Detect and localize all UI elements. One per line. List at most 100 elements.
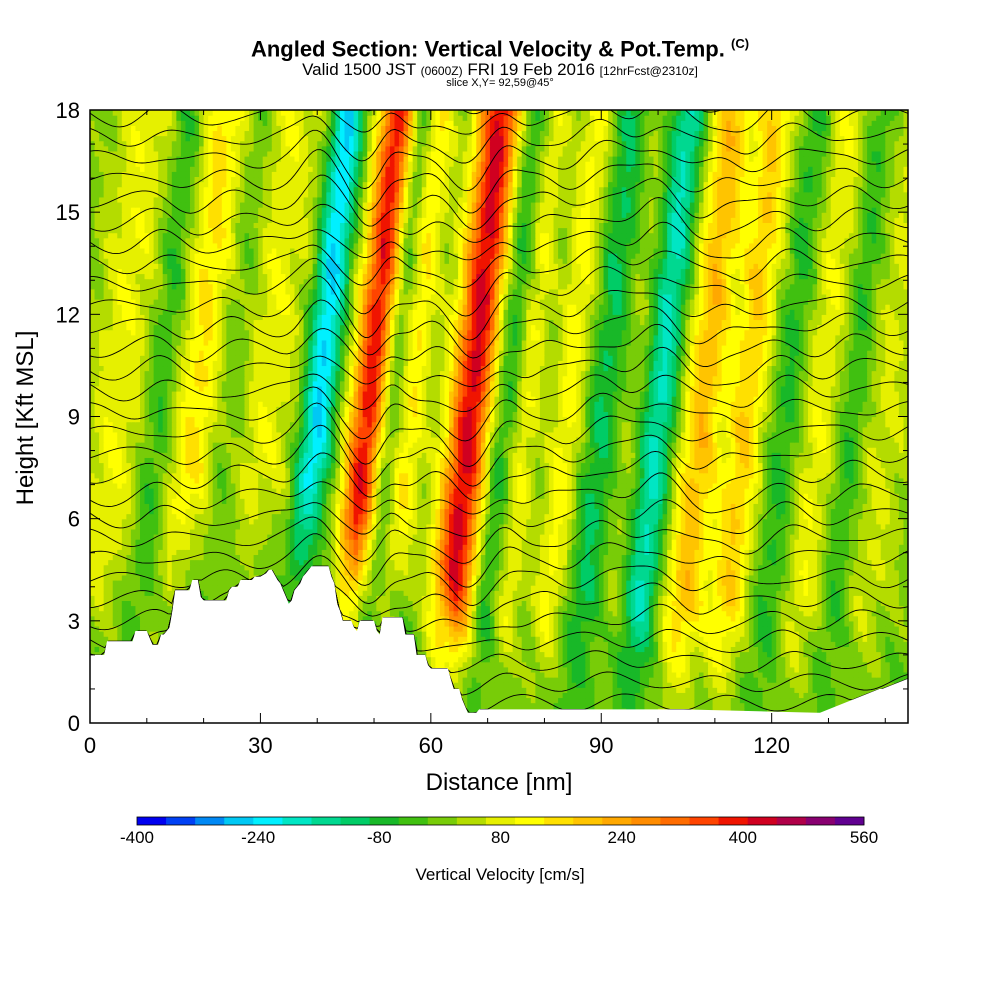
field-cell <box>594 625 600 632</box>
field-cell <box>149 579 155 586</box>
field-cell <box>544 636 550 642</box>
field-cell <box>617 682 623 688</box>
field-cell <box>762 702 768 709</box>
field-cell <box>894 595 900 601</box>
field-cell <box>517 620 523 627</box>
field-cell <box>435 595 441 601</box>
field-cell <box>703 620 709 627</box>
field-cell <box>667 646 673 653</box>
field-cell <box>621 666 627 673</box>
field-cell <box>689 671 696 678</box>
field-cell <box>426 595 432 601</box>
field-cell <box>112 600 118 607</box>
field-cell <box>367 590 373 596</box>
field-cell <box>385 590 391 596</box>
field-cell <box>744 585 750 591</box>
field-cell <box>621 687 627 693</box>
field-cell <box>594 697 600 704</box>
field-cell <box>489 605 496 612</box>
field-cell <box>767 615 773 622</box>
field-cell <box>544 682 550 688</box>
field-cell <box>621 677 627 683</box>
field-cell <box>526 605 532 612</box>
field-cell <box>553 600 559 607</box>
field-cell <box>721 661 727 668</box>
field-cell <box>676 677 682 683</box>
field-cell <box>726 651 732 658</box>
field-cell <box>512 590 518 596</box>
field-cell <box>94 590 100 596</box>
field-cell <box>894 671 900 678</box>
field-cell <box>798 671 805 678</box>
field-cell <box>589 702 596 709</box>
field-cell <box>639 590 646 596</box>
field-cell <box>467 590 473 596</box>
field-cell <box>430 631 436 637</box>
field-cell <box>762 610 768 617</box>
field-cell <box>603 585 609 591</box>
field-cell <box>703 677 709 683</box>
field-cell <box>726 661 732 668</box>
field-cell <box>539 656 546 663</box>
field-cell <box>676 585 682 591</box>
field-cell <box>103 636 109 642</box>
field-cell <box>867 677 873 683</box>
field-cell <box>580 585 586 591</box>
field-cell <box>526 631 532 637</box>
field-cell <box>835 646 841 653</box>
field-cell <box>748 697 755 704</box>
field-cell <box>744 661 750 668</box>
field-cell <box>703 687 709 693</box>
field-cell <box>876 656 882 663</box>
field-cell <box>439 595 446 601</box>
field-cell <box>658 625 664 632</box>
field-cell <box>112 579 118 586</box>
field-cell <box>558 605 564 612</box>
field-cell <box>730 707 736 714</box>
field-cell <box>480 600 486 607</box>
field-cell <box>794 707 800 714</box>
field-cell <box>499 671 505 678</box>
field-cell <box>698 671 705 678</box>
field-cell <box>512 702 518 709</box>
field-cell <box>794 661 800 668</box>
field-cell <box>871 600 877 607</box>
field-cell <box>94 636 100 642</box>
field-cell <box>885 595 891 601</box>
field-cell <box>371 585 377 591</box>
field-cell <box>589 666 596 673</box>
field-cell <box>730 661 736 668</box>
field-cell <box>117 615 123 622</box>
field-cell <box>203 590 209 596</box>
field-cell <box>653 585 659 591</box>
field-cell <box>735 687 741 693</box>
field-cell <box>439 600 446 607</box>
field-cell <box>880 682 886 688</box>
field-cell <box>694 677 700 683</box>
field-cell <box>630 671 636 678</box>
field-cell <box>508 595 514 601</box>
field-cell <box>703 595 709 601</box>
field-cell <box>658 641 664 647</box>
field-cell <box>90 605 96 612</box>
field-cell <box>712 641 718 647</box>
field-cell <box>589 579 596 586</box>
field-cell <box>644 687 650 693</box>
field-cell <box>399 595 405 601</box>
field-cell <box>494 595 500 601</box>
field-cell <box>662 605 668 612</box>
field-cell <box>458 646 464 653</box>
field-cell <box>776 610 782 617</box>
field-cell <box>635 651 641 658</box>
field-cell <box>839 605 845 612</box>
field-cell <box>153 615 159 622</box>
field-cell <box>444 641 450 647</box>
field-cell <box>458 590 464 596</box>
field-cell <box>598 636 605 642</box>
field-cell <box>739 666 745 673</box>
field-cell <box>671 687 677 693</box>
field-cell <box>708 692 714 699</box>
field-cell <box>835 666 841 673</box>
field-cell <box>780 625 786 632</box>
field-cell <box>739 687 745 693</box>
